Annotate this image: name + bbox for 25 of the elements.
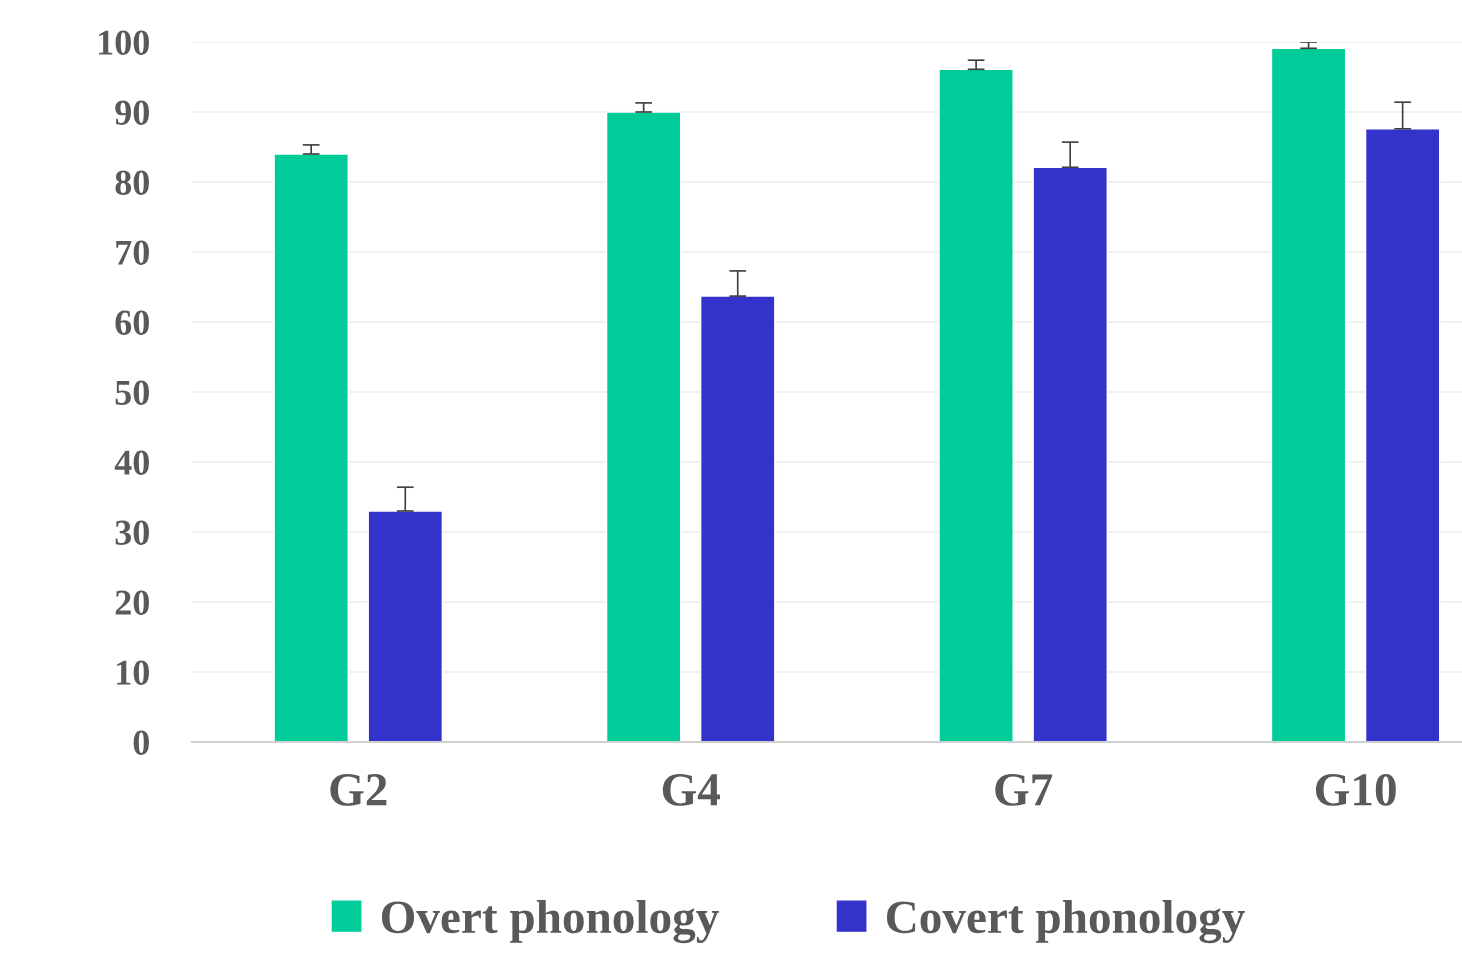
bar bbox=[1364, 128, 1441, 742]
bar bbox=[273, 153, 349, 742]
x-tick-label: G4 bbox=[662, 774, 720, 806]
legend-label: Covert phonology bbox=[886, 900, 1245, 944]
y-tick-label: 40 bbox=[114, 450, 149, 475]
x-tick-label: G7 bbox=[995, 774, 1053, 806]
bar bbox=[605, 111, 682, 742]
y-tick-label: 60 bbox=[115, 310, 149, 335]
bar bbox=[1270, 47, 1347, 742]
bar bbox=[1032, 166, 1108, 742]
y-tick-label: 70 bbox=[116, 240, 149, 265]
y-tick-label: 90 bbox=[115, 100, 149, 125]
y-tick-label: 10 bbox=[117, 660, 149, 685]
y-tick-label: 100 bbox=[99, 30, 149, 55]
bar bbox=[938, 68, 1014, 742]
bar bbox=[367, 510, 444, 742]
bar bbox=[699, 295, 776, 742]
y-tick-label: 80 bbox=[115, 170, 149, 195]
y-tick-label: 0 bbox=[133, 730, 149, 755]
legend-label: Overt phonology bbox=[381, 900, 719, 944]
x-tick-label: G2 bbox=[330, 774, 387, 806]
y-tick-label: 30 bbox=[115, 520, 149, 545]
x-tick-label: G10 bbox=[1315, 773, 1396, 806]
y-tick-label: 20 bbox=[115, 590, 149, 615]
y-tick-label: 50 bbox=[115, 380, 149, 405]
